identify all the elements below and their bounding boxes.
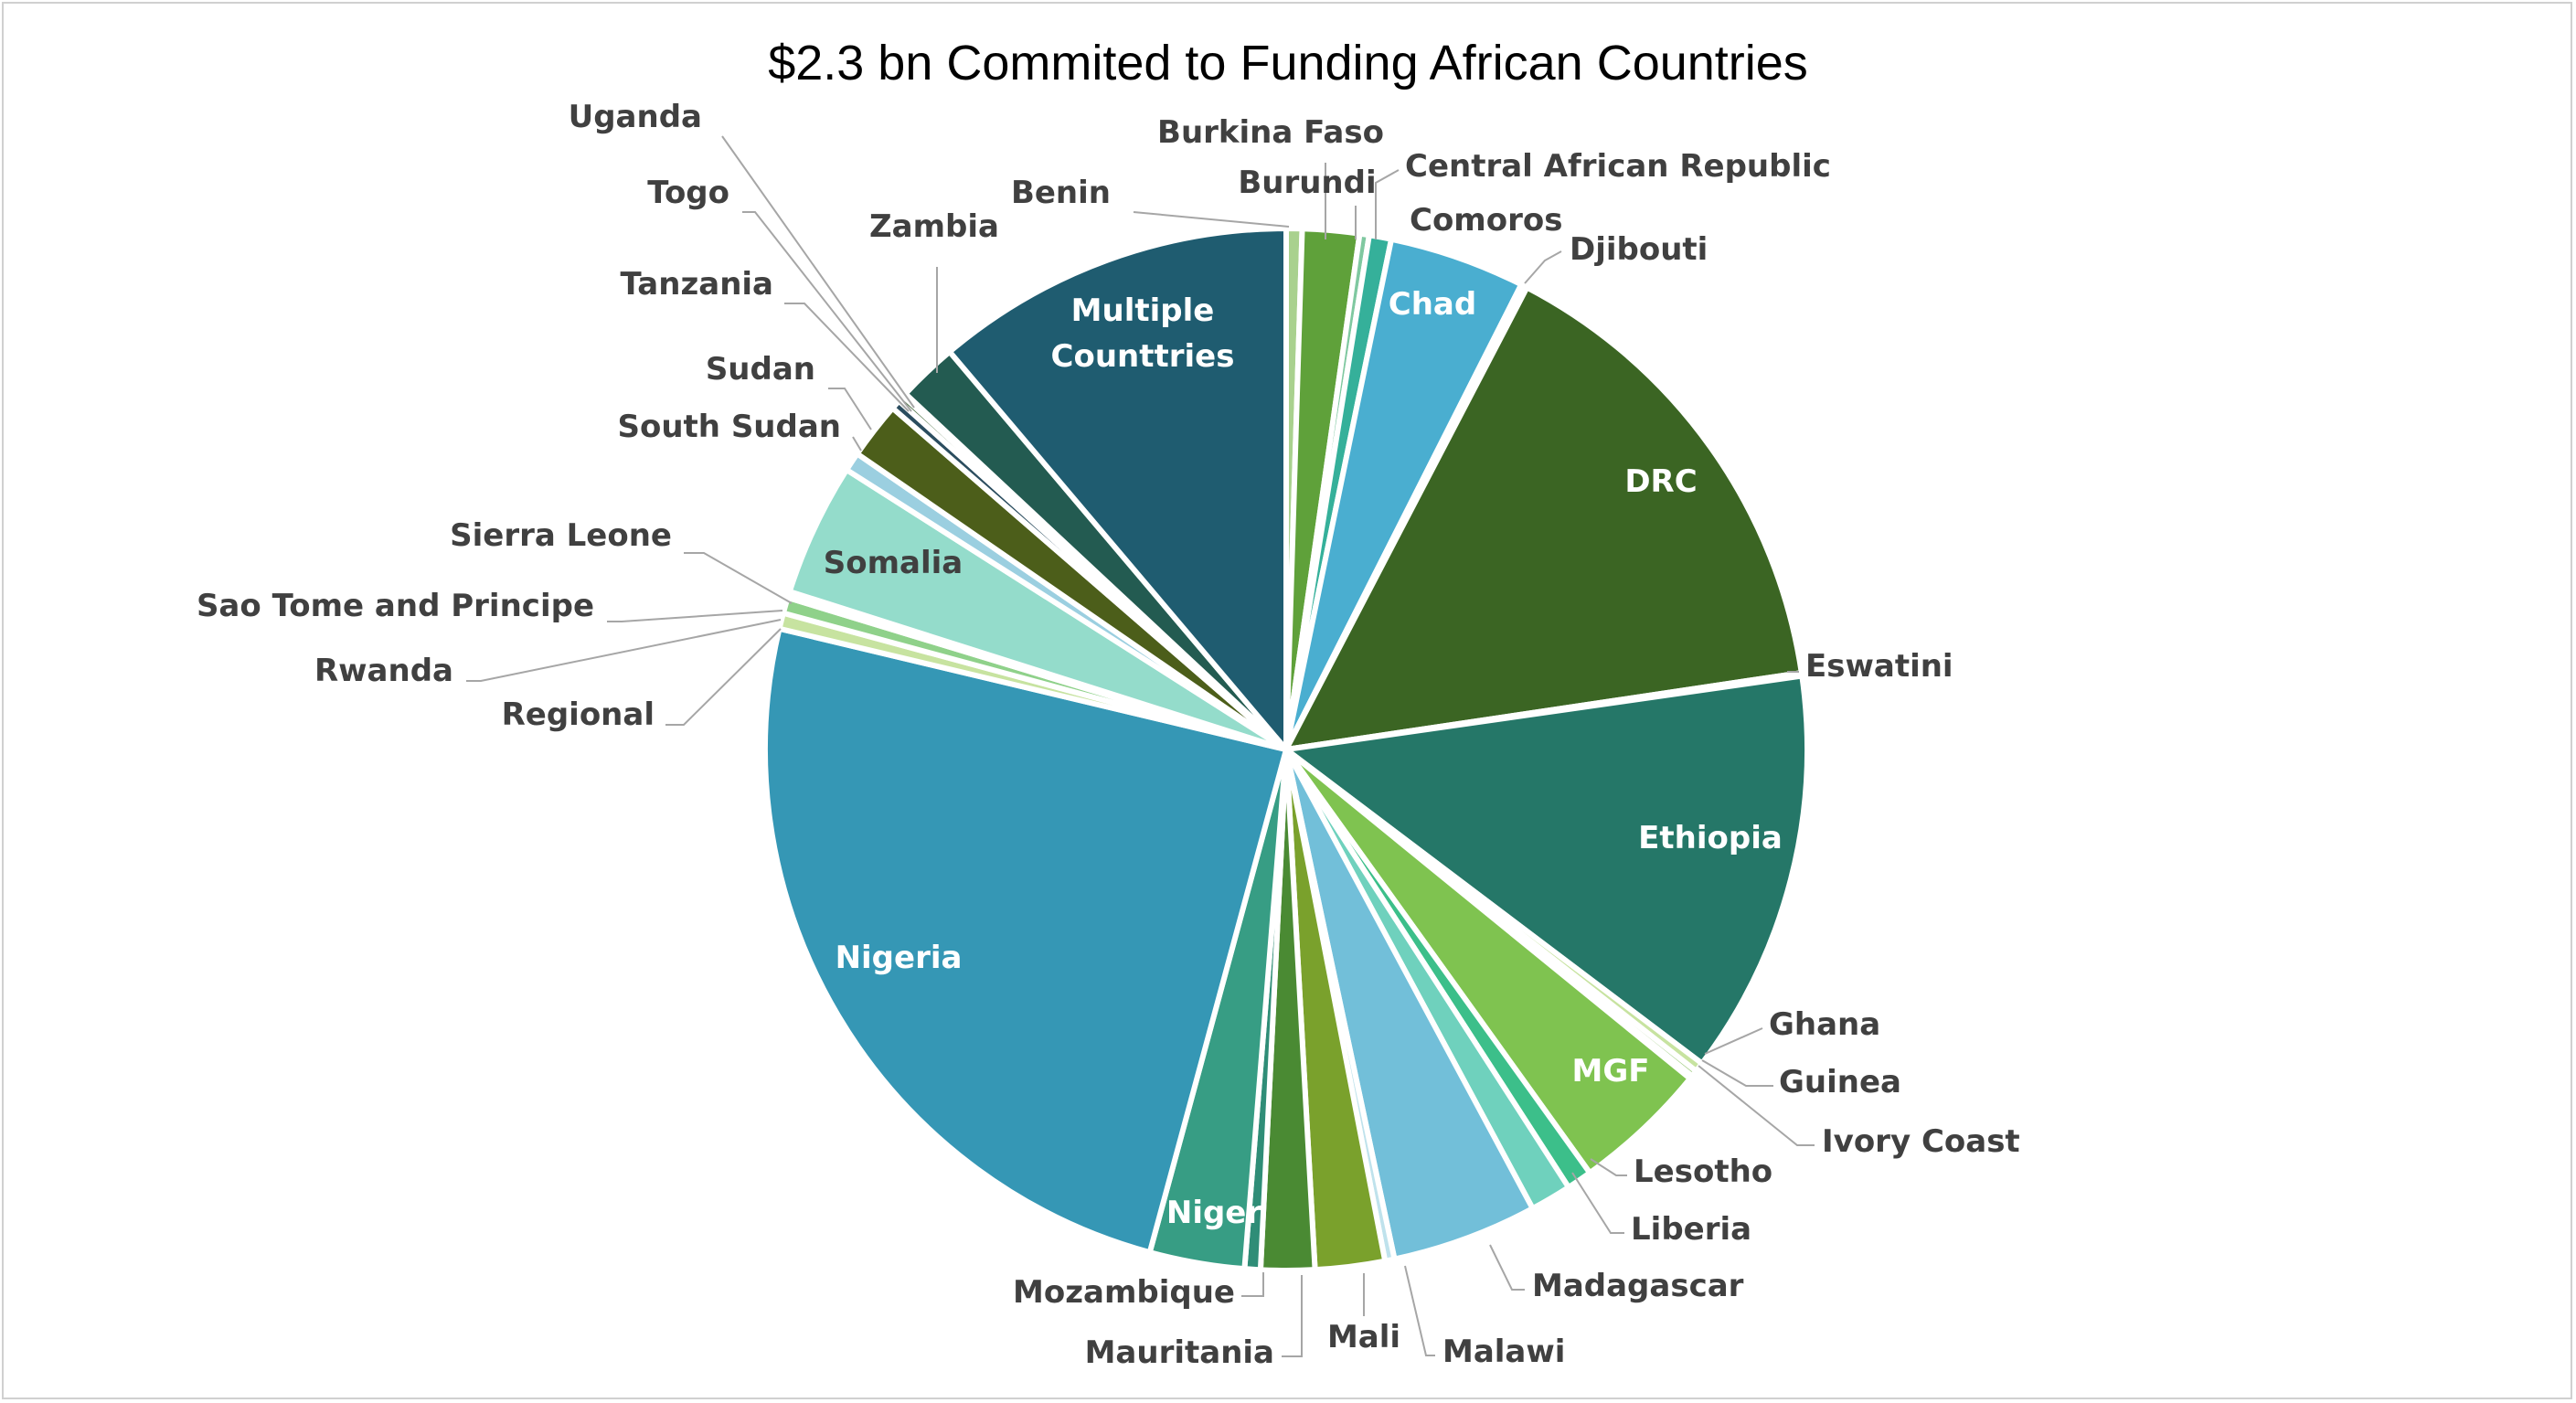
leader-line-sao-tome-and-principe bbox=[607, 610, 783, 622]
leader-line-rwanda bbox=[466, 619, 782, 682]
pie-slice-ethiopia bbox=[1283, 673, 1810, 1067]
leader-line-lesotho bbox=[1590, 1158, 1627, 1176]
leader-line-sierra-leone bbox=[684, 552, 793, 604]
data-label-eswatini: Eswatini bbox=[1805, 648, 1953, 685]
data-label-tanzania: Tanzania bbox=[621, 266, 774, 303]
data-label-burkina-faso: Burkina Faso bbox=[1157, 114, 1384, 151]
leader-line-ghana bbox=[1704, 1027, 1763, 1055]
leader-line-djibouti bbox=[1524, 250, 1562, 284]
data-label-benin: Benin bbox=[1011, 175, 1111, 211]
leader-line-benin bbox=[1133, 211, 1290, 228]
data-label-burundi: Burundi bbox=[1238, 165, 1376, 201]
leader-line-ivory-coast bbox=[1698, 1065, 1815, 1146]
leader-line-guinea bbox=[1701, 1059, 1773, 1087]
data-label-central-african-republic: Central African Republic bbox=[1405, 148, 1831, 185]
data-label-sudan: Sudan bbox=[706, 351, 815, 388]
leader-line-south-sudan bbox=[852, 436, 862, 452]
leader-line-mauritania bbox=[1282, 1275, 1303, 1357]
data-label-malawi: Malawi bbox=[1442, 1334, 1565, 1370]
leader-line-uganda bbox=[721, 135, 915, 409]
data-label-liberia: Liberia bbox=[1631, 1211, 1751, 1248]
data-label-ethiopia: Ethiopia bbox=[1638, 820, 1783, 856]
data-label-madagascar: Madagascar bbox=[1532, 1268, 1744, 1304]
data-label-djibouti: Djibouti bbox=[1570, 231, 1708, 268]
data-label-ivory-coast: Ivory Coast bbox=[1822, 1123, 2020, 1160]
data-label-lesotho: Lesotho bbox=[1634, 1153, 1772, 1190]
data-label-zambia: Zambia bbox=[869, 208, 999, 245]
data-label-somalia: Somalia bbox=[824, 545, 963, 581]
data-label-mozambique: Mozambique bbox=[1013, 1274, 1235, 1311]
data-label-guinea: Guinea bbox=[1779, 1064, 1901, 1100]
pie-slice-multiple-counttries bbox=[946, 226, 1289, 752]
leader-line-central-african-republic bbox=[1375, 169, 1400, 239]
data-label-chad: Chad bbox=[1389, 286, 1476, 323]
pie-slice-madagascar bbox=[1283, 747, 1536, 1262]
data-label-togo: Togo bbox=[647, 175, 729, 211]
leader-line-regional bbox=[665, 628, 782, 726]
data-label-rwanda: Rwanda bbox=[314, 653, 453, 689]
leader-line-tanzania bbox=[784, 303, 910, 412]
leader-line-malawi bbox=[1404, 1265, 1435, 1356]
chart-title: $2.3 bn Commited to Funding African Coun… bbox=[768, 36, 1808, 90]
data-label-mauritania: Mauritania bbox=[1085, 1334, 1274, 1371]
data-label-mgf: MGF bbox=[1572, 1053, 1650, 1089]
data-label-niger: Niger bbox=[1166, 1195, 1262, 1231]
data-label-ghana: Ghana bbox=[1769, 1006, 1880, 1043]
data-label-nigeria: Nigeria bbox=[836, 940, 963, 976]
data-label-comoros: Comoros bbox=[1410, 202, 1562, 239]
data-label-multiple-counttries: Multiple Counttries bbox=[1051, 292, 1235, 375]
data-label-south-sudan: South Sudan bbox=[617, 409, 841, 445]
leader-line-sudan bbox=[828, 388, 872, 430]
data-label-uganda: Uganda bbox=[569, 99, 702, 135]
leader-line-togo bbox=[742, 211, 912, 412]
data-label-sierra-leone: Sierra Leone bbox=[450, 517, 672, 554]
leader-line-madagascar bbox=[1489, 1244, 1525, 1291]
leader-line-mozambique bbox=[1241, 1272, 1264, 1297]
pie-slice-nigeria bbox=[762, 625, 1289, 1256]
data-label-drc: DRC bbox=[1624, 463, 1697, 500]
pie-slice-drc bbox=[1283, 284, 1804, 752]
leader-line-liberia bbox=[1571, 1172, 1624, 1234]
data-label-mali: Mali bbox=[1327, 1319, 1400, 1355]
data-label-regional: Regional bbox=[502, 696, 655, 733]
data-label-sao-tome-and-principe: Sao Tome and Principe bbox=[197, 588, 594, 624]
